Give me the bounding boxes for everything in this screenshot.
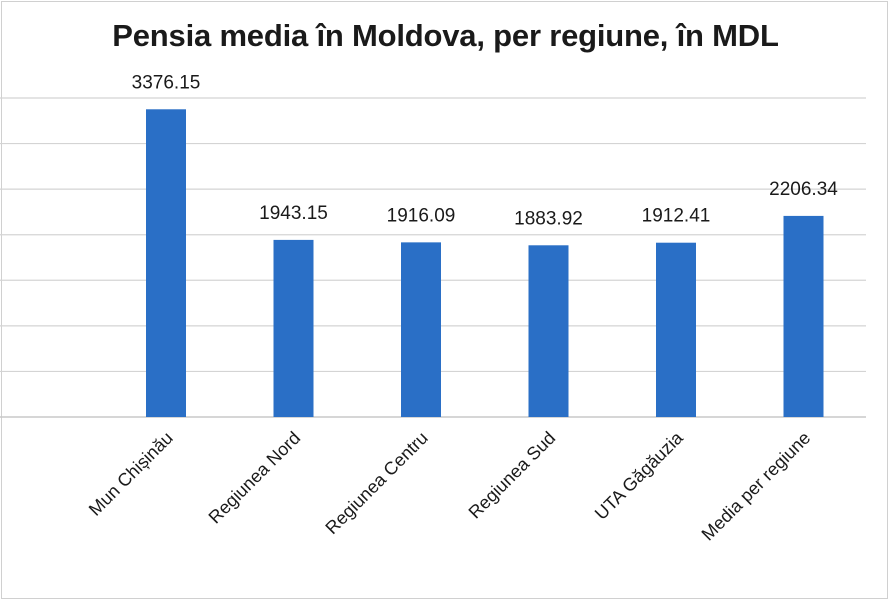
category-label: Regiunea Centru bbox=[321, 428, 431, 538]
bar bbox=[783, 215, 824, 417]
bars bbox=[146, 109, 824, 418]
data-label: 2206.34 bbox=[769, 179, 838, 200]
bar bbox=[146, 109, 186, 418]
category-label: Media per regiune bbox=[698, 428, 815, 545]
bar bbox=[528, 245, 569, 417]
category-label: Regiunea Nord bbox=[205, 428, 305, 528]
data-label: 1943.15 bbox=[259, 203, 328, 224]
bar bbox=[656, 242, 696, 417]
category-label: UTA Găgăuzia bbox=[591, 427, 688, 524]
bar bbox=[401, 242, 441, 417]
category-label: Mun Chișinău bbox=[85, 428, 177, 520]
value-labels: 3376.15 1943.15 1916.09 1883.92 1912.41 2206.… bbox=[132, 72, 839, 229]
data-label: 1916.09 bbox=[387, 205, 456, 226]
data-label: 1912.41 bbox=[642, 206, 711, 227]
data-label: 1883.92 bbox=[514, 208, 583, 229]
data-label: 3376.15 bbox=[132, 72, 201, 93]
bar bbox=[273, 239, 314, 417]
category-labels: Mun Chișinău Regiunea Nord Regiunea Centru… bbox=[85, 427, 814, 544]
chart-title: Pensia media în Moldova, per regiune, în… bbox=[112, 18, 779, 53]
category-label: Regiunea Sud bbox=[465, 428, 560, 523]
